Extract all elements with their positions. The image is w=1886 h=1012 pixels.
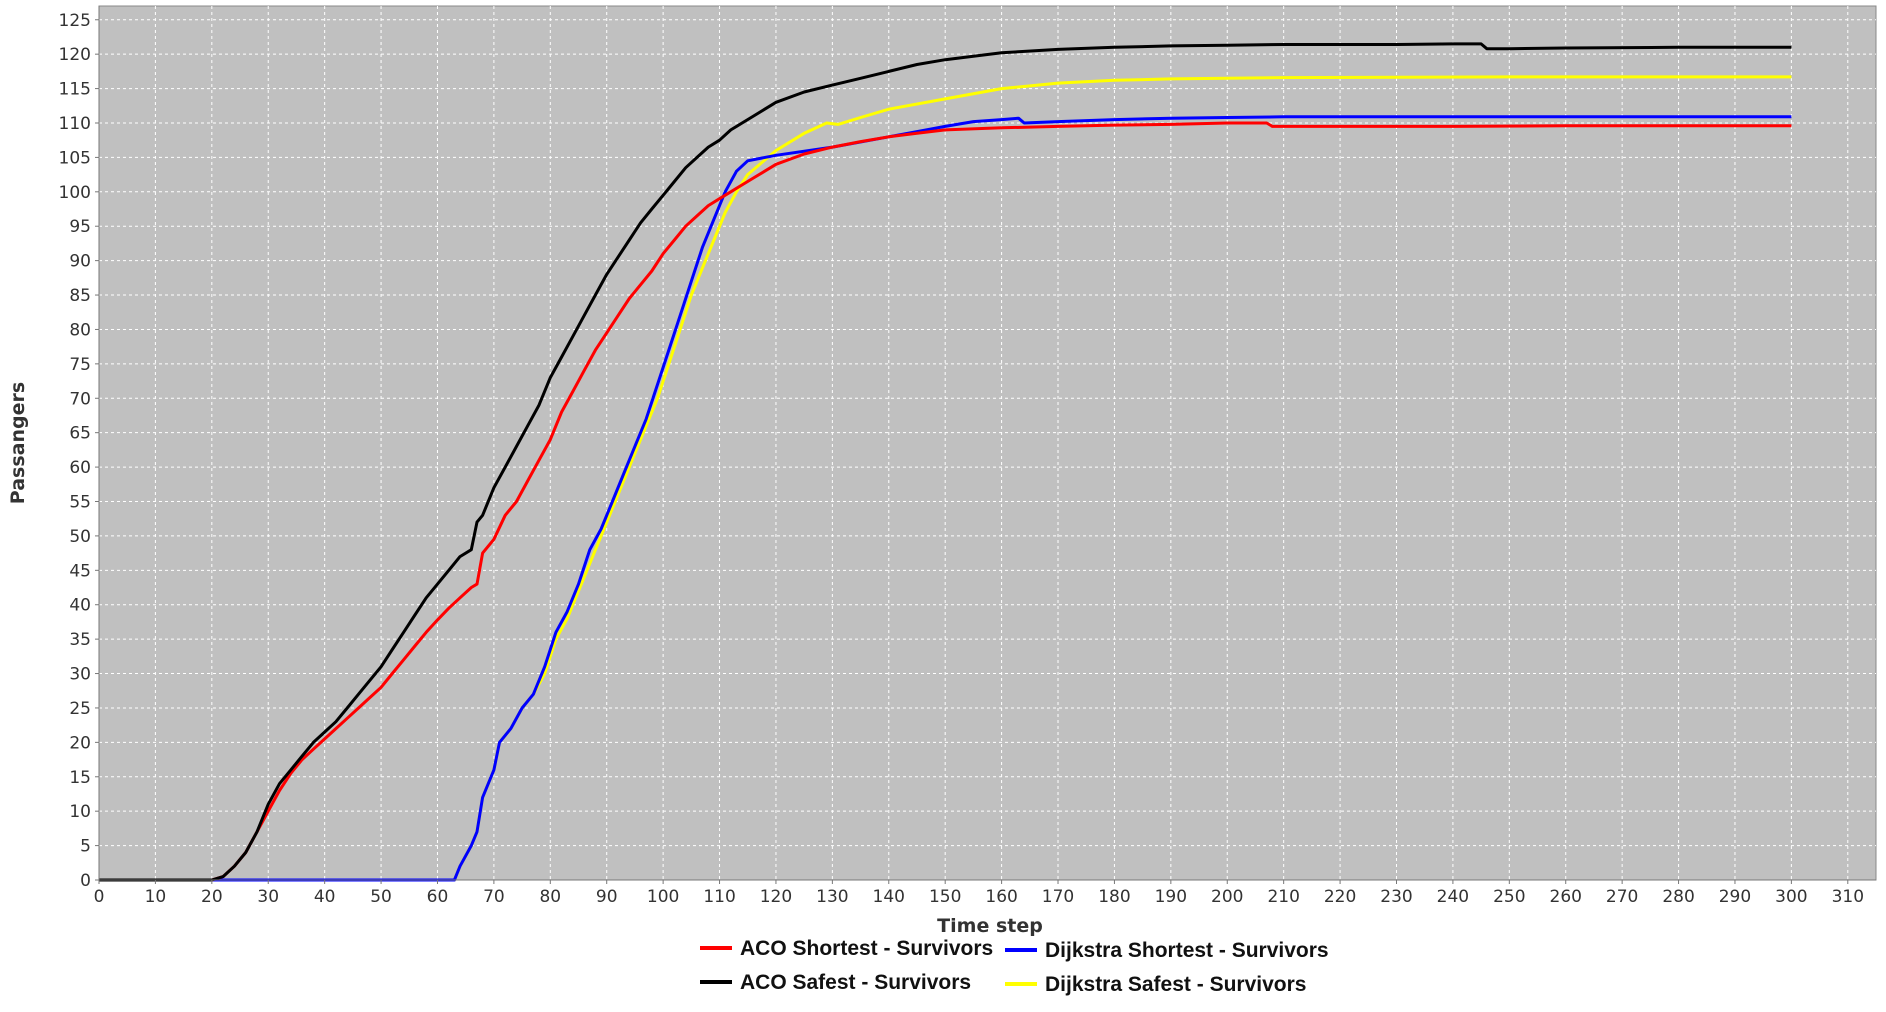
series-line [99, 121, 1792, 882]
y-tick-label: 75 [69, 355, 91, 375]
y-tick-label: 35 [69, 630, 91, 650]
x-tick-label: 270 [1606, 887, 1638, 907]
y-tick-label: 5 [80, 837, 91, 857]
legend: ACO Shortest - Survivors Dijkstra Shortes… [700, 937, 1329, 996]
x-tick-label: 70 [483, 887, 505, 907]
x-tick-label: 90 [596, 887, 618, 907]
x-tick-label: 40 [314, 887, 336, 907]
legend-label: Dijkstra Shortest - Survivors [1045, 939, 1329, 962]
y-tick-label: 45 [69, 561, 91, 581]
x-tick-label: 170 [1042, 887, 1074, 907]
x-tick-label: 150 [929, 887, 961, 907]
legend-label: ACO Safest - Survivors [740, 971, 971, 994]
y-tick-label: 100 [59, 183, 91, 203]
series-lines [99, 42, 1792, 882]
x-tick-label: 190 [1155, 887, 1187, 907]
y-tick-label: 125 [59, 11, 91, 31]
y-tick-label: 0 [80, 871, 91, 891]
y-tick-label: 10 [69, 802, 91, 822]
x-tick-label: 220 [1324, 887, 1356, 907]
x-tick-label: 230 [1380, 887, 1412, 907]
y-tick-labels: 0 5 10 15 20 25 30 35 40 45 50 55 60 65 70 75 80 85 90 95 10… [59, 11, 99, 891]
y-axis-title: Passangers [7, 382, 29, 504]
x-tick-label: 60 [427, 887, 449, 907]
x-tick-label: 200 [1211, 887, 1243, 907]
x-tick-label: 210 [1267, 887, 1299, 907]
y-tick-label: 40 [69, 596, 91, 616]
y-tick-label: 30 [69, 665, 91, 685]
y-tick-label: 50 [69, 527, 91, 547]
x-tick-label: 260 [1550, 887, 1582, 907]
x-tick-label: 110 [703, 887, 735, 907]
x-tick-label: 100 [647, 887, 679, 907]
x-tick-label: 30 [257, 887, 279, 907]
y-tick-label: 55 [69, 492, 91, 512]
x-tick-label: 10 [145, 887, 167, 907]
x-tick-label: 140 [873, 887, 905, 907]
y-tick-label: 90 [69, 252, 91, 272]
x-tick-label: 250 [1493, 887, 1525, 907]
x-tick-label: 290 [1719, 887, 1751, 907]
x-tick-label: 50 [370, 887, 392, 907]
series-line [99, 42, 1792, 882]
x-tick-label: 310 [1832, 887, 1864, 907]
x-tick-label: 120 [760, 887, 792, 907]
grid-lines [99, 6, 1876, 880]
y-tick-label: 25 [69, 699, 91, 719]
x-tick-labels: 0 10 20 30 40 50 60 70 80 90 100 110 120 130 140 150 160… [94, 880, 1864, 907]
x-axis-title: Time step [937, 915, 1043, 937]
y-tick-label: 65 [69, 424, 91, 444]
y-tick-label: 120 [59, 45, 91, 65]
y-tick-label: 85 [69, 286, 91, 306]
legend-label: Dijkstra Safest - Survivors [1045, 973, 1306, 996]
x-tick-label: 240 [1437, 887, 1469, 907]
y-tick-label: 105 [59, 148, 91, 168]
x-tick-label: 0 [94, 887, 105, 907]
x-tick-label: 180 [1098, 887, 1130, 907]
y-tick-label: 95 [69, 217, 91, 237]
y-tick-label: 15 [69, 768, 91, 788]
y-tick-label: 80 [69, 320, 91, 340]
y-tick-label: 110 [59, 114, 91, 134]
y-tick-label: 20 [69, 733, 91, 753]
x-tick-label: 160 [985, 887, 1017, 907]
x-tick-label: 130 [816, 887, 848, 907]
x-tick-label: 300 [1775, 887, 1807, 907]
y-tick-label: 70 [69, 389, 91, 409]
x-tick-label: 280 [1662, 887, 1694, 907]
x-tick-label: 80 [539, 887, 561, 907]
y-tick-label: 115 [59, 80, 91, 100]
legend-label: ACO Shortest - Survivors [740, 937, 993, 960]
y-tick-label: 60 [69, 458, 91, 478]
x-tick-label: 20 [201, 887, 223, 907]
plot-area [98, 5, 1877, 881]
series-line [99, 115, 1792, 882]
